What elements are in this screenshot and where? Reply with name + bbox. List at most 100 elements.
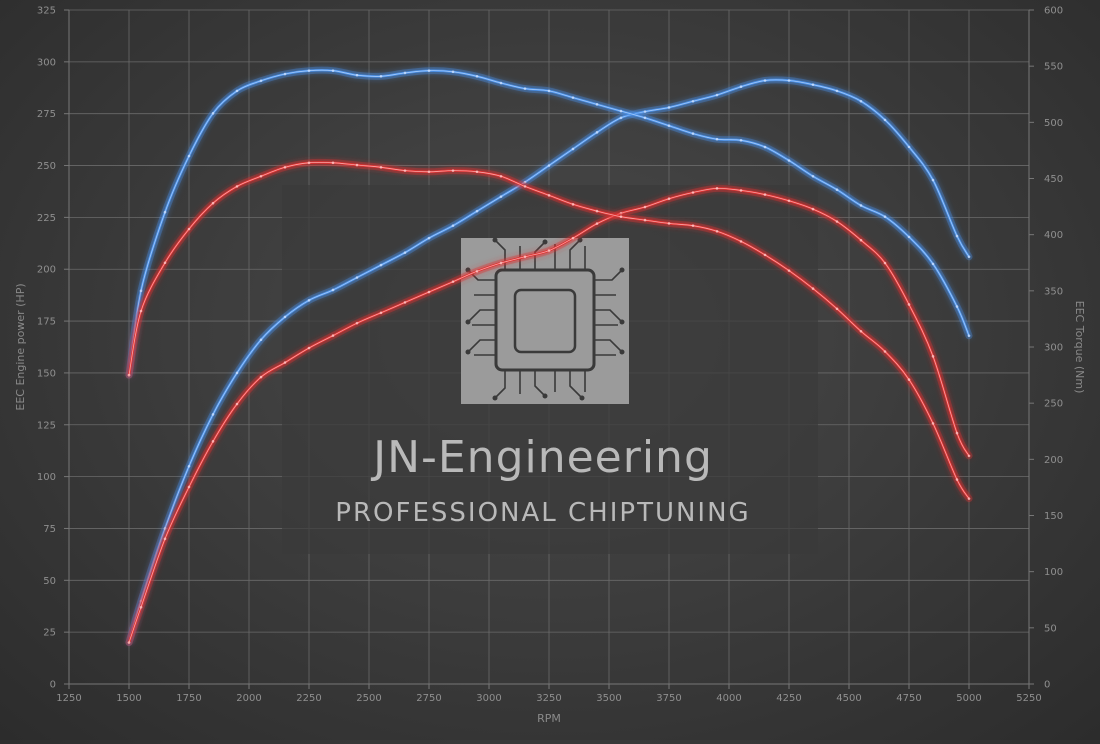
series-point: [259, 375, 263, 379]
series-point: [283, 315, 287, 319]
series-point: [883, 215, 887, 218]
series-point: [967, 334, 971, 338]
series-point: [127, 641, 131, 644]
series-point: [811, 207, 815, 211]
series-point: [739, 189, 743, 192]
series-point: [331, 69, 335, 72]
series-point: [211, 112, 215, 115]
y-right-tick-label: 50: [1044, 623, 1057, 634]
series-point: [427, 69, 431, 72]
x-tick-label: 4500: [836, 693, 861, 704]
series-3: [125, 158, 973, 503]
series-point: [475, 170, 479, 174]
series-point: [715, 137, 719, 141]
series-point: [643, 110, 647, 113]
series-point: [763, 145, 767, 149]
x-tick-label: 5250: [1016, 693, 1041, 704]
y-left-tick-label: 275: [37, 109, 56, 120]
x-tick-label: 1500: [116, 693, 141, 704]
y-left-tick-label: 125: [37, 420, 56, 431]
x-tick-label: 4250: [776, 693, 801, 704]
series-point: [691, 224, 695, 227]
series-point: [187, 485, 191, 489]
series-point: [427, 170, 431, 174]
series-point: [259, 338, 263, 342]
x-tick-label: 4000: [716, 693, 741, 704]
series-point: [451, 169, 455, 172]
series-point: [163, 261, 167, 265]
series-point: [235, 402, 239, 406]
series-point: [715, 93, 719, 97]
series-point: [187, 154, 191, 158]
y-left-tick-label: 150: [37, 368, 56, 379]
series-point: [307, 346, 311, 350]
series-0: [125, 76, 973, 646]
series-point: [931, 178, 935, 182]
series-point: [499, 261, 503, 265]
series-point: [787, 269, 791, 272]
series-point: [643, 116, 647, 120]
x-tick-label: 1750: [176, 693, 201, 704]
x-tick-label: 2000: [236, 693, 261, 704]
y-right-tick-label: 200: [1044, 455, 1063, 466]
watermark-subtitle: PROFESSIONAL CHIPTUNING: [335, 498, 750, 528]
series-point: [571, 96, 575, 99]
y-right-tick-label: 500: [1044, 118, 1063, 129]
x-tick-label: 3250: [536, 693, 561, 704]
series-point: [475, 74, 479, 78]
series-point: [691, 191, 695, 194]
series-point: [403, 169, 407, 172]
series-point: [667, 197, 671, 201]
series-point: [187, 464, 191, 468]
series-point: [835, 307, 839, 311]
series-point: [907, 378, 911, 381]
series-point: [715, 229, 719, 233]
series-point: [403, 251, 407, 254]
series-point: [307, 161, 311, 165]
series-point: [283, 165, 287, 169]
series: [125, 66, 973, 646]
chip-logo-icon: [461, 237, 629, 404]
series-point: [139, 289, 143, 293]
y-right-tick-label: 600: [1044, 6, 1063, 17]
y-left-tick-label: 325: [37, 6, 56, 17]
series-point: [139, 605, 143, 609]
series-point: [283, 72, 287, 76]
series-point: [643, 218, 647, 222]
y-left-tick-label: 225: [37, 213, 56, 224]
series-point: [811, 174, 815, 178]
series-point: [547, 249, 551, 252]
series-point: [691, 132, 695, 135]
series-point: [619, 215, 623, 218]
series-point: [163, 210, 167, 214]
x-tick-label: 2750: [416, 693, 441, 704]
series-point: [619, 109, 623, 113]
series-point: [211, 201, 215, 205]
y-left-tick-label: 300: [37, 57, 56, 68]
series-point: [763, 79, 767, 82]
series-point: [955, 234, 959, 238]
y-right-tick-label: 0: [1044, 680, 1050, 691]
series-point: [595, 209, 599, 213]
y-left-tick-label: 75: [43, 524, 56, 535]
series-point: [595, 131, 599, 134]
series-point: [859, 204, 863, 207]
watermark: JN-Engineering PROFESSIONAL CHIPTUNING: [282, 185, 818, 554]
series-point: [763, 253, 767, 257]
y-right-tick-label: 250: [1044, 399, 1063, 410]
y-right-tick-label: 300: [1044, 343, 1063, 354]
series-point: [355, 276, 359, 279]
series-point: [355, 163, 359, 167]
y-left-tick-label: 100: [37, 472, 56, 483]
series-point: [499, 81, 503, 85]
series-point: [403, 301, 407, 304]
series-point: [355, 73, 359, 77]
x-tick-label: 3750: [656, 693, 681, 704]
y-left-tick-label: 0: [50, 680, 56, 691]
series-point: [403, 71, 407, 75]
series-point: [427, 290, 431, 294]
series-point: [643, 205, 647, 209]
series-point: [787, 79, 791, 82]
series-point: [331, 288, 335, 292]
series-point: [379, 74, 383, 78]
